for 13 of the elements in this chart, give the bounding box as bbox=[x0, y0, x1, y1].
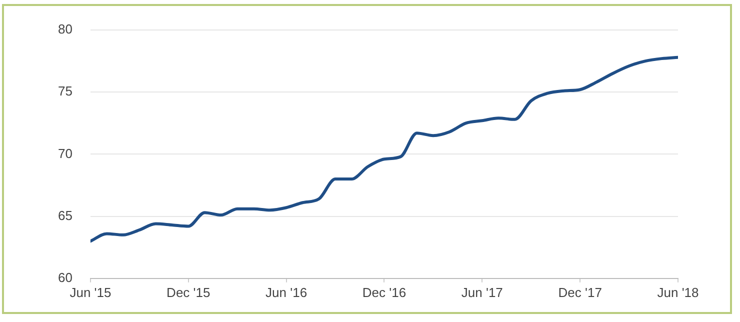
x-tick-label: Jun '15 bbox=[70, 284, 112, 300]
y-tick-label: 60 bbox=[58, 270, 72, 285]
y-tick-label: 65 bbox=[58, 208, 72, 223]
x-tick-label: Jun '17 bbox=[461, 284, 503, 300]
x-tick-label: Dec '16 bbox=[362, 284, 406, 300]
x-tick-label: Jun '18 bbox=[657, 284, 699, 300]
y-tick-label: 80 bbox=[58, 22, 72, 37]
y-tick-label: 70 bbox=[58, 146, 72, 161]
x-tick-label: Jun '16 bbox=[266, 284, 308, 300]
line-series bbox=[90, 56, 678, 243]
x-tick-label: Dec '17 bbox=[558, 284, 602, 300]
x-tick-label: Dec '15 bbox=[166, 284, 210, 300]
y-tick-label: 75 bbox=[58, 84, 72, 99]
